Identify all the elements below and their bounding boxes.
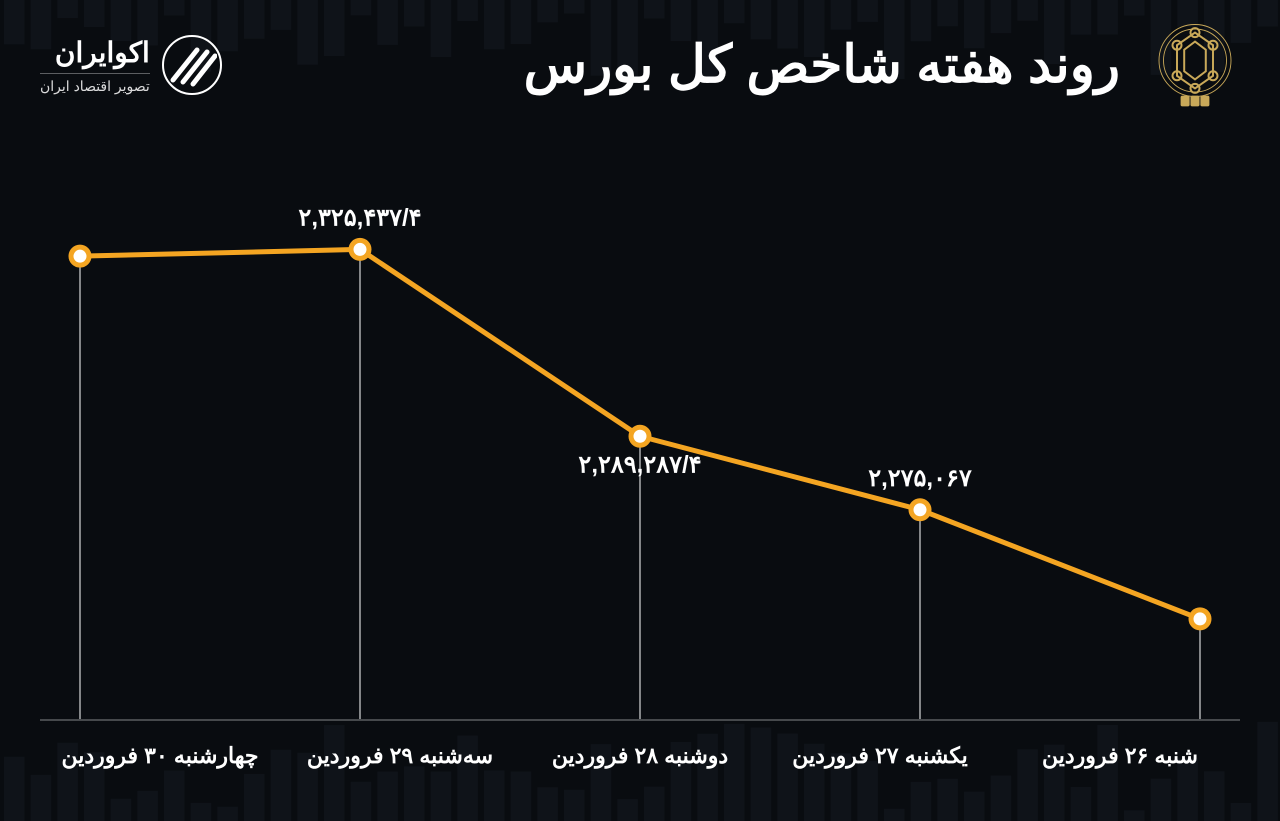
x-tick: سه‌شنبه ۲۹ فروردین: [280, 743, 520, 769]
seal-icon: [1150, 20, 1240, 110]
line-chart: ۲,۲۵۳,۹۴۶/۴۲,۲۷۵,۰۶۷۲,۲۸۹,۲۸۷/۴۲,۳۲۵,۴۳۷…: [40, 170, 1240, 721]
svg-text:۲,۳۲۵,۴۳۷/۴: ۲,۳۲۵,۴۳۷/۴: [298, 204, 421, 231]
x-tick: چهارشنبه ۳۰ فروردین: [40, 743, 280, 769]
x-tick: یکشنبه ۲۷ فروردین: [760, 743, 1000, 769]
x-axis: شنبه ۲۶ فروردینیکشنبه ۲۷ فروردیندوشنبه ۲…: [40, 731, 1240, 781]
x-tick: شنبه ۲۶ فروردین: [1000, 743, 1240, 769]
svg-text:۲,۲۷۵,۰۶۷: ۲,۲۷۵,۰۶۷: [868, 465, 972, 492]
svg-text:۲,۲۸۹,۲۸۷/۴: ۲,۲۸۹,۲۸۷/۴: [578, 451, 701, 478]
brand-stripes-icon: [162, 35, 222, 95]
brand-tagline: تصویر اقتصاد ایران: [40, 73, 150, 95]
brand-logo: اکوایران تصویر اقتصاد ایران: [40, 35, 222, 95]
chart-title: روند هفته شاخص کل بورس: [252, 35, 1120, 95]
brand-name: اکوایران: [40, 36, 150, 69]
header: اکوایران تصویر اقتصاد ایران روند هفته شا…: [0, 0, 1280, 130]
x-tick: دوشنبه ۲۸ فروردین: [520, 743, 760, 769]
